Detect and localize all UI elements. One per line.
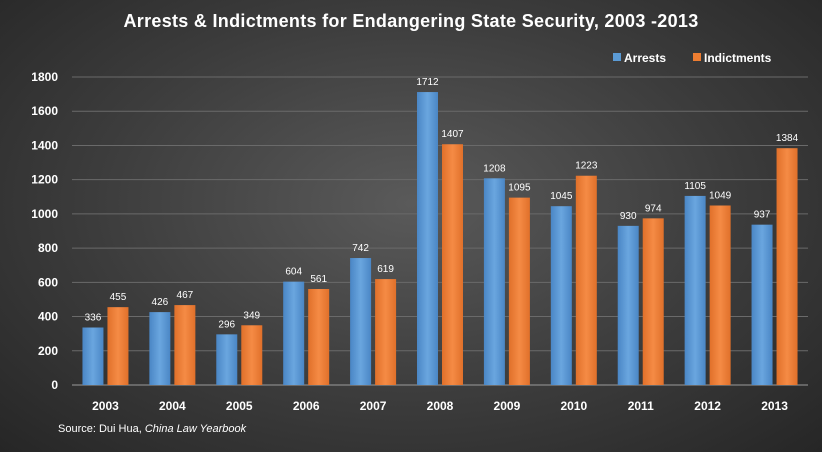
data-label-indictments-2005: 349 [243,310,260,321]
bar-indictments-2009 [508,197,530,385]
data-label-indictments-2009: 1095 [508,183,531,194]
legend-label-arrests: Arrests [624,51,666,65]
bar-indictments-2008 [442,144,463,385]
legend-swatch-indictments [693,53,701,61]
bar-indictments-2006 [308,289,330,385]
y-tick-label: 1400 [31,138,58,152]
x-tick-label: 2012 [694,399,721,413]
x-tick-label: 2011 [628,399,654,413]
y-tick-label: 1000 [31,207,58,221]
y-tick-label: 400 [38,310,58,324]
data-label-indictments-2007: 619 [377,264,394,275]
bar-indictments-2011 [642,218,664,385]
bar-arrests-2005 [216,334,238,385]
x-tick-label: 2008 [427,399,454,413]
x-tick-label: 2006 [293,399,320,413]
source-prefix: Source: Dui Hua, [58,423,145,435]
bar-arrests-2006 [283,281,305,385]
y-tick-label: 600 [38,275,58,289]
chart-title: Arrests & Indictments for Endangering St… [123,11,698,31]
data-label-arrests-2005: 296 [218,319,235,330]
bars [82,92,798,386]
data-label-indictments-2004: 467 [177,290,194,301]
bar-arrests-2012 [684,195,706,385]
x-tick-label: 2004 [159,399,186,413]
data-label-arrests-2003: 336 [85,313,102,324]
x-tick-label: 2009 [494,399,521,413]
data-label-indictments-2006: 561 [310,274,327,285]
data-label-indictments-2012: 1049 [709,191,732,202]
bar-arrests-2008 [417,92,438,386]
data-label-arrests-2009: 1208 [483,163,506,174]
legend: Arrests Indictments [613,51,772,65]
x-tick-label: 2007 [360,399,387,413]
data-labels: 336 455 426 467 296 349 604 561 742 619 1712 1407 12… [85,77,799,330]
y-axis-ticks: 0 200 400 600 800 1000 1200 1400 1600 1800 [31,70,58,392]
y-tick-label: 800 [38,241,58,255]
bar-indictments-2007 [375,279,397,385]
bar-arrests-2011 [617,225,639,385]
data-label-arrests-2004: 426 [152,297,169,308]
y-tick-label: 200 [38,344,58,358]
x-tick-label: 2010 [560,399,587,413]
y-tick-label: 1200 [31,173,58,187]
data-label-arrests-2008: 1712 [416,77,439,88]
x-tick-label: 2005 [226,399,253,413]
bar-arrests-2004 [149,312,171,385]
bar-indictments-2013 [776,148,798,385]
data-label-arrests-2011: 930 [620,211,637,222]
bar-arrests-2013 [751,224,773,385]
data-label-arrests-2006: 604 [285,267,302,278]
data-label-arrests-2007: 742 [352,243,369,254]
bar-arrests-2010 [550,206,572,385]
data-label-indictments-2003: 455 [110,292,127,303]
data-label-indictments-2008: 1407 [441,129,464,140]
data-label-arrests-2012: 1105 [684,181,706,192]
bar-arrests-2003 [82,327,104,385]
data-label-indictments-2010: 1223 [575,161,598,172]
bar-indictments-2003 [107,307,129,385]
bar-indictments-2012 [709,205,731,385]
bar-indictments-2005 [241,325,263,385]
data-label-indictments-2011: 974 [645,203,662,214]
bar-arrests-2009 [483,178,505,385]
legend-label-indictments: Indictments [704,51,772,65]
y-tick-label: 0 [51,378,58,392]
data-label-arrests-2013: 937 [754,210,771,221]
x-tick-label: 2013 [761,399,788,413]
x-tick-label: 2003 [92,399,119,413]
legend-swatch-arrests [613,53,621,61]
x-axis-ticks: 2003 2004 2005 2006 2007 2008 2009 2010 2011 2012… [92,399,788,413]
source-publication: China Law Yearbook [144,423,247,435]
data-label-arrests-2010: 1045 [550,191,573,202]
bar-indictments-2010 [575,175,597,385]
bar-arrests-2007 [350,258,372,385]
source-note: Source: Dui Hua, China Law Yearbook [58,423,246,435]
data-label-indictments-2013: 1384 [776,133,799,144]
y-tick-label: 1800 [31,70,58,84]
y-tick-label: 1600 [31,104,58,118]
bar-indictments-2004 [174,305,196,385]
